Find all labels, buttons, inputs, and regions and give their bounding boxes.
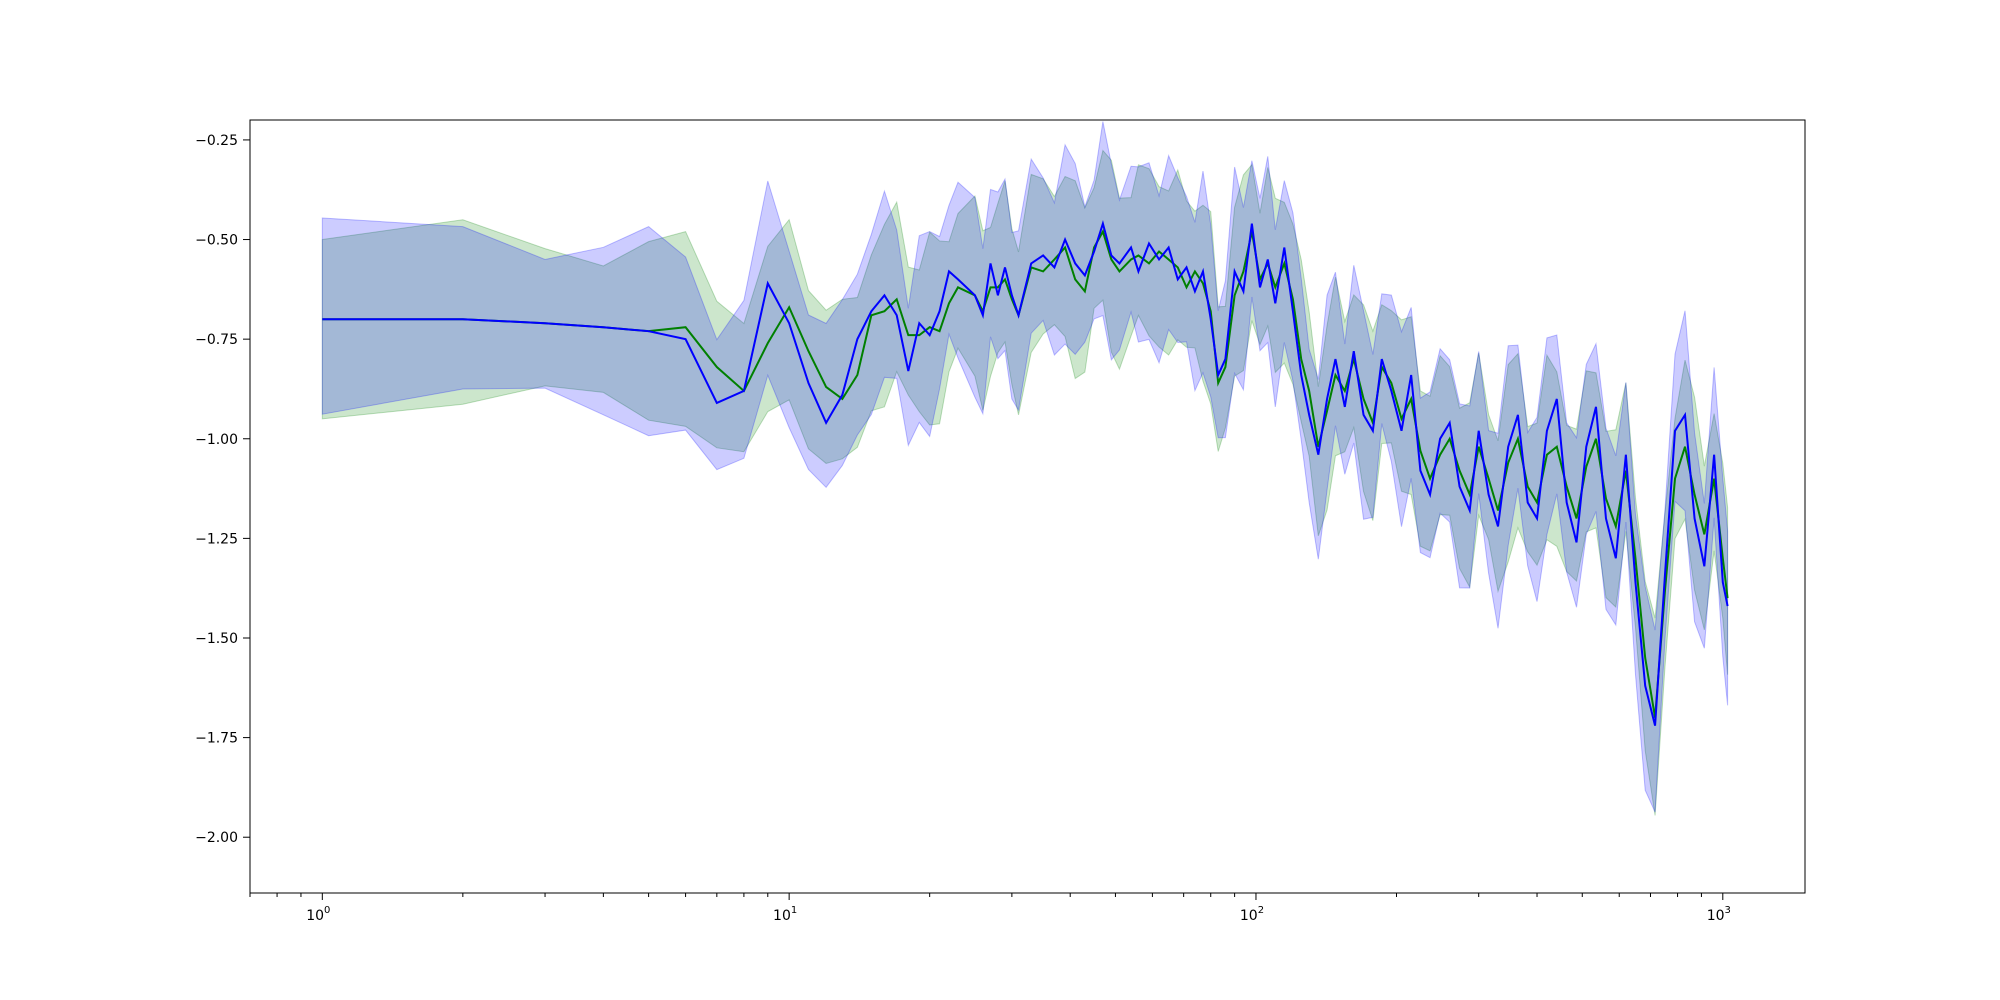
series-line-2 xyxy=(322,220,1729,726)
series-lines xyxy=(322,220,1729,726)
y-tick-label: −0.25 xyxy=(195,133,238,149)
y-tick-label: −1.50 xyxy=(195,631,238,647)
confidence-band-1 xyxy=(321,149,1729,816)
y-tick-label: −2.00 xyxy=(195,830,238,846)
y-tick-label: −1.75 xyxy=(195,731,238,747)
plot-area-frame xyxy=(249,119,1806,894)
y-axis: −0.25 −0.50 −0.75 −1.00 −1.25 −1.50 −1.75 −2.00 xyxy=(195,133,250,846)
y-tick-label: −0.75 xyxy=(195,332,238,348)
y-tick-label: −1.00 xyxy=(195,432,238,448)
confidence-band-2 xyxy=(321,121,1729,813)
y-tick-label: −1.25 xyxy=(195,531,238,547)
confidence-bands xyxy=(321,121,1729,816)
y-tick-label: −0.50 xyxy=(195,233,238,249)
